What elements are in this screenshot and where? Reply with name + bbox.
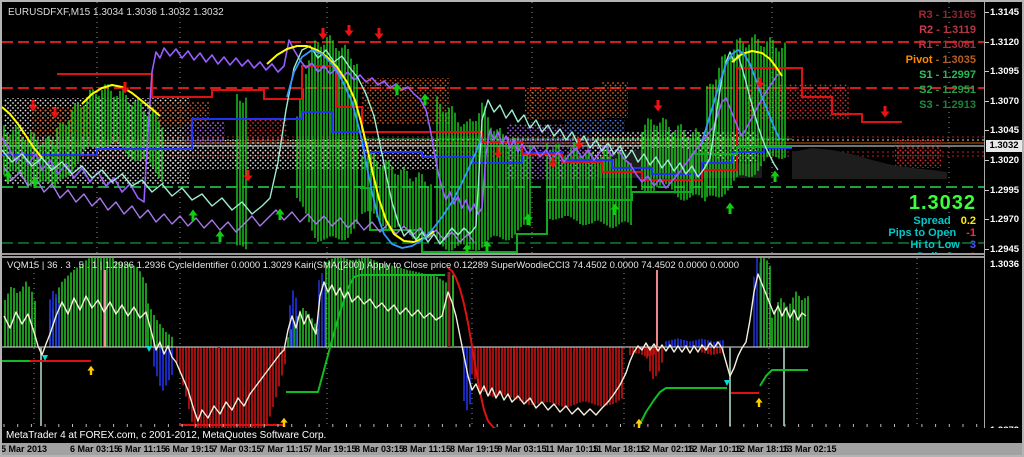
current-price-readout: 1.3032 [908, 192, 976, 214]
indicator-axis-label: 1.3036 [990, 259, 1020, 270]
time-axis-label: 6 Mar 19:15 [165, 444, 215, 454]
axis-tick [985, 190, 989, 191]
axis-tick [985, 160, 989, 161]
time-axis-label: 7 Mar 03:15 [212, 444, 262, 454]
axis-tick [985, 12, 989, 13]
axis-tick [985, 219, 989, 220]
time-axis-label: 7 Mar 19:15 [307, 444, 357, 454]
time-axis-label: 5 Mar 2013 [1, 444, 48, 454]
time-axis-label: 6 Mar 11:15 [117, 444, 167, 454]
time-axis-label: 7 Mar 11:15 [260, 444, 309, 454]
main-chart-canvas[interactable] [2, 2, 984, 253]
subwindow-separator[interactable] [2, 253, 1022, 258]
price-axis-label: 1.3070 [990, 96, 1020, 107]
pivot-level-pivot: Pivot - 1.3035 [905, 54, 976, 66]
time-axis-label: 6 Mar 03:15 [70, 444, 120, 454]
quote-row-daily-av: Daily Av9 [888, 251, 976, 253]
price-axis-label: 1.2945 [990, 244, 1020, 255]
quote-info-panel: 1.3032 Spread 0.2 Pips to Open -1 Hi to Low 3… [888, 192, 976, 253]
time-axis-label: 11 Mar 10:15 [545, 444, 599, 454]
price-axis-label: 1.3095 [990, 66, 1020, 77]
axis-tick [985, 101, 989, 102]
current-price-box: 1.3032 [986, 140, 1022, 152]
pivot-level-r3: R3 - 1.3165 [918, 9, 976, 21]
time-axis-label: 12 Mar 02:15 [640, 444, 695, 454]
platform-credit: MetaTrader 4 at FOREX.com, c 2001-2012, … [2, 428, 1022, 443]
time-axis-label: 8 Mar 03:15 [355, 444, 405, 454]
time-axis-label: 9 Mar 03:15 [497, 444, 547, 454]
price-axis-label: 1.3145 [990, 7, 1020, 18]
pivot-level-r1: R1 - 1.3081 [918, 39, 976, 51]
price-axis-label: 1.3020 [990, 155, 1020, 166]
time-axis-label: 11 Mar 18:15 [592, 444, 647, 454]
time-axis-label: 12 Mar 10:15 [687, 444, 742, 454]
price-axis-label: 1.3120 [990, 37, 1020, 48]
main-chart[interactable]: EURUSDFXF,M15 1.3034 1.3036 1.3032 1.303… [2, 2, 984, 253]
indicator-canvas[interactable] [2, 258, 984, 428]
quote-row-spread: Spread 0.2 [913, 215, 976, 227]
price-axis[interactable]: 1.3032 1.3145 1.3120 1.3095 1.3070 1.3045 1.3… [984, 2, 1022, 436]
price-axis-label: 1.2970 [990, 214, 1020, 225]
symbol-ohlc-readout: EURUSDFXF,M15 1.3034 1.3036 1.3032 1.303… [8, 7, 224, 18]
time-axis-label: 8 Mar 11:15 [402, 444, 452, 454]
quote-row-pips-to-open: Pips to Open -1 [888, 227, 976, 239]
time-axis-label: 8 Mar 19:15 [450, 444, 500, 454]
pivot-levels-panel: R3 - 1.3165 R2 - 1.3119 R1 - 1.3081 Pivot -… [906, 8, 976, 113]
time-axis-label: 12 Mar 18:15 [735, 444, 790, 454]
price-axis-label: 1.3045 [990, 125, 1020, 136]
indicator-subwindow[interactable]: VQM15 | 36 . 3 . 5 . 1 | 1.2936 1.2936 C… [2, 258, 984, 428]
time-axis[interactable]: 5 Mar 2013 6 Mar 03:15 6 Mar 11:15 6 Mar 19… [2, 443, 1022, 455]
indicator-header: VQM15 | 36 . 3 . 5 . 1 | 1.2936 1.2936 C… [7, 260, 739, 271]
pivot-level-s2: S2 - 1.2951 [919, 84, 976, 96]
axis-tick [985, 42, 989, 43]
axis-tick [985, 71, 989, 72]
pivot-level-s1: S1 - 1.2997 [919, 69, 976, 81]
quote-row-hi-to-low: Hi to Low 3 [910, 239, 976, 251]
axis-tick [985, 249, 989, 250]
axis-tick [985, 130, 989, 131]
pivot-level-s3: S3 - 1.2913 [919, 99, 976, 111]
pivot-level-r2: R2 - 1.3119 [919, 24, 976, 36]
time-axis-label: 13 Mar 02:15 [782, 444, 837, 454]
price-axis-label: 1.2995 [990, 185, 1020, 196]
